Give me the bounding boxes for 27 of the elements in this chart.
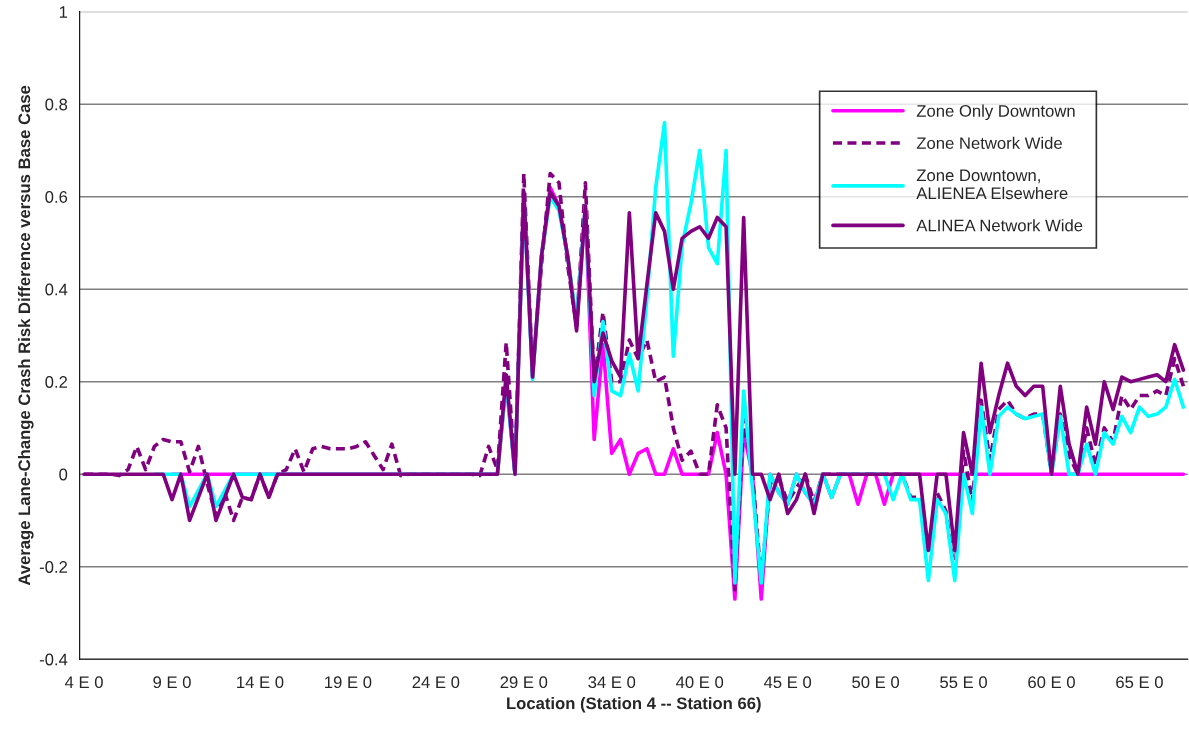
x-tick-label: 50 E 0 [852,676,900,689]
x-tick-label: 19 E 0 [325,676,372,689]
x-tick-label: 65 E 0 [1116,676,1163,689]
y-tick-label: -0.4 [39,653,68,666]
x-tick-label: 29 E 0 [500,676,548,689]
x-tick-label: 40 E 0 [675,676,724,689]
legend-label: Zone Network Wide [916,136,1062,150]
y-tick-label: -0.2 [39,561,68,573]
x-tick-label: 14 E 0 [237,676,284,689]
x-tick-label: 24 E 0 [412,676,460,689]
x-tick-label: 60 E 0 [1028,676,1075,689]
y-tick-label: 0.2 [45,376,68,388]
x-tick-label: 34 E 0 [588,676,636,689]
x-axis-title: Location (Station 4 -- Station 66) [507,696,761,713]
y-tick-label: 0.4 [45,283,68,296]
legend-label: ALINEA Network Wide [916,219,1083,232]
x-tick-label: 9 E 0 [153,676,191,689]
x-tick-label: 4 E 0 [64,676,103,689]
y-tick-label: 0 [59,468,68,481]
legend-label: Zone Downtown, ALIENEA Elsewhere [916,169,1068,200]
y-tick-label: 0.6 [45,191,68,203]
legend-label: Zone Only Downtown [916,104,1075,121]
y-axis-title: Average Lane-Change Crash Risk Difference versus Base Case [17,85,34,586]
x-tick-label: 45 E 0 [763,676,812,689]
y-tick-label: 0.8 [45,98,68,111]
x-tick-label: 55 E 0 [940,676,987,689]
y-tick-label: 1 [59,6,68,18]
